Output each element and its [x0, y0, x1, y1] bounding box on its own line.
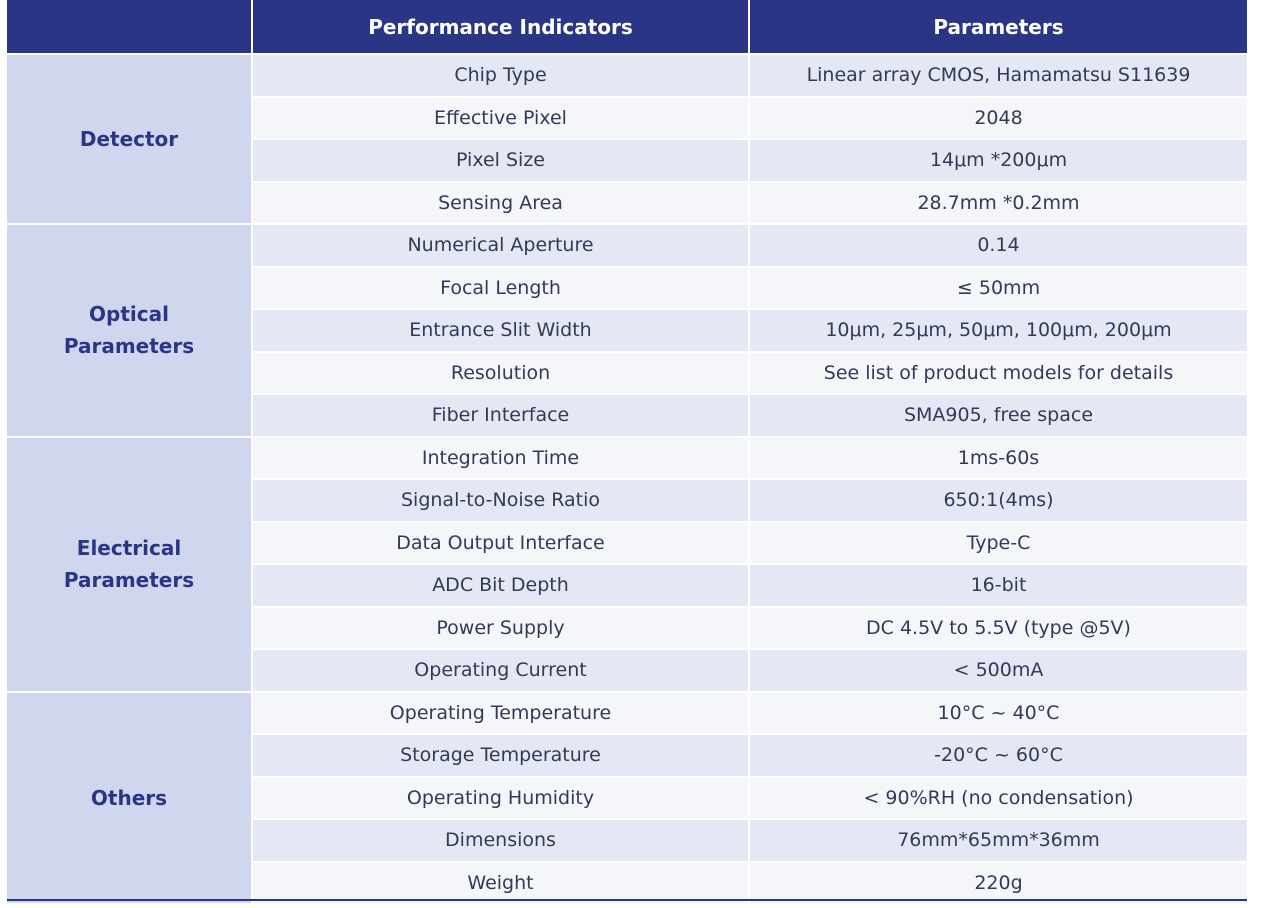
spec-table-container: Performance Indicators Parameters Detect… [7, 0, 1247, 903]
table-row: Pixel Size 14μm *200μm [7, 138, 1247, 181]
spec-table: Performance Indicators Parameters Detect… [7, 0, 1247, 903]
indicator-cell: Storage Temperature [253, 733, 750, 776]
table-row: Effective Pixel 2048 [7, 95, 1247, 138]
parameter-cell: DC 4.5V to 5.5V (type @5V) [750, 605, 1247, 648]
indicator-cell: Dimensions [253, 818, 750, 861]
indicator-cell: Signal-to-Noise Ratio [253, 478, 750, 521]
table-row: Detector Chip Type Linear array CMOS, Hama… [7, 53, 1247, 223]
table-row: Signal-to-Noise Ratio 650:1(4ms) [7, 478, 1247, 521]
indicator-cell: Pixel Size [253, 138, 750, 181]
table-row: Power Supply DC 4.5V to 5.5V (type @5V) [7, 605, 1247, 648]
parameter-cell: ≤ 50mm [750, 265, 1247, 308]
table-row: Data Output Interface Type-C [7, 520, 1247, 563]
category-cell: Detector [7, 53, 253, 223]
indicator-cell: Integration Time [253, 435, 750, 478]
parameter-cell: See list of product models for details [750, 350, 1247, 393]
indicator-cell: Operating Temperature [253, 690, 750, 733]
indicator-cell: Focal Length [253, 265, 750, 308]
parameter-cell: 16-bit [750, 563, 1247, 606]
table-row: Weight 220g [7, 860, 1247, 903]
parameter-cell: SMA905, free space [750, 393, 1247, 436]
category-label: Optical Parameters [63, 302, 195, 359]
table-row: Others Operating Temperature 10°C ~ 40°C [7, 690, 1247, 903]
parameter-cell: 2048 [750, 95, 1247, 138]
indicator-cell: Resolution [253, 350, 750, 393]
table-row: Sensing Area 28.7mm *0.2mm [7, 180, 1247, 223]
parameter-cell: Linear array CMOS, Hamamatsu S11639 [750, 53, 1247, 96]
indicator-cell: Effective Pixel [253, 95, 750, 138]
indicator-cell: Weight [253, 860, 750, 903]
indicator-cell: ADC Bit Depth [253, 563, 750, 606]
parameter-cell: -20°C ~ 60°C [750, 733, 1247, 776]
parameter-cell: 1ms-60s [750, 435, 1247, 478]
category-label: Detector [79, 127, 179, 151]
indicator-cell: Chip Type [253, 53, 750, 96]
header-performance-indicators: Performance Indicators [253, 0, 750, 53]
table-row: Operating Humidity < 90%RH (no condensati… [7, 775, 1247, 818]
header-parameters: Parameters [750, 0, 1247, 53]
parameter-cell: < 90%RH (no condensation) [750, 775, 1247, 818]
header-category [7, 0, 253, 53]
indicator-cell: Entrance Slit Width [253, 308, 750, 351]
table-row: Fiber Interface SMA905, free space [7, 393, 1247, 436]
parameter-cell: 650:1(4ms) [750, 478, 1247, 521]
indicator-cell: Data Output Interface [253, 520, 750, 563]
table-header-row: Performance Indicators Parameters [7, 0, 1247, 53]
category-label: Others [90, 785, 168, 810]
table-bottom-border [7, 899, 1247, 901]
table-row: Dimensions 76mm*65mm*36mm [7, 818, 1247, 861]
indicator-cell: Fiber Interface [253, 393, 750, 436]
table-row: Resolution See list of product models for… [7, 350, 1247, 393]
parameter-cell: 0.14 [750, 223, 1247, 266]
category-cell: Electrical Parameters [7, 435, 253, 691]
table-row: Entrance Slit Width 10μm, 25μm, 50μm, 100… [7, 308, 1247, 351]
parameter-cell: 76mm*65mm*36mm [750, 818, 1247, 861]
table-row: Storage Temperature -20°C ~ 60°C [7, 733, 1247, 776]
category-cell: Others [7, 690, 253, 903]
indicator-cell: Operating Humidity [253, 775, 750, 818]
parameter-cell: 14μm *200μm [750, 138, 1247, 181]
table-row: Electrical Parameters Integration Time 1ms… [7, 435, 1247, 691]
indicator-cell: Numerical Aperture [253, 223, 750, 266]
indicator-cell: Operating Current [253, 648, 750, 691]
parameter-cell: 28.7mm *0.2mm [750, 180, 1247, 223]
category-label: Electrical Parameters [63, 536, 195, 592]
parameter-cell: 10°C ~ 40°C [750, 690, 1247, 733]
parameter-cell: 10μm, 25μm, 50μm, 100μm, 200μm [750, 308, 1247, 351]
table-row: Focal Length ≤ 50mm [7, 265, 1247, 308]
table-row: Operating Current < 500mA [7, 648, 1247, 691]
parameter-cell: < 500mA [750, 648, 1247, 691]
indicator-cell: Sensing Area [253, 180, 750, 223]
category-cell: Optical Parameters [7, 223, 253, 436]
parameter-cell: Type-C [750, 520, 1247, 563]
table-row: ADC Bit Depth 16-bit [7, 563, 1247, 606]
indicator-cell: Power Supply [253, 605, 750, 648]
table-row: Optical Parameters Numerical Aperture 0.14 [7, 223, 1247, 436]
parameter-cell: 220g [750, 860, 1247, 903]
